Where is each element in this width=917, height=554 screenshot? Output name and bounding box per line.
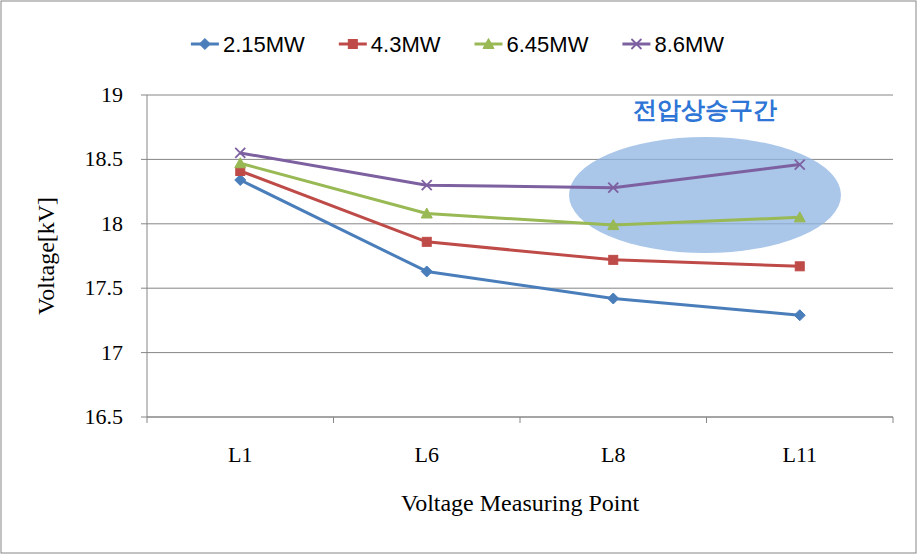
x-tick bbox=[706, 417, 707, 423]
highlight-ellipse bbox=[569, 137, 841, 253]
y-tick bbox=[141, 95, 147, 96]
series-marker bbox=[421, 208, 432, 218]
legend-item: 6.45MW bbox=[475, 32, 589, 57]
series-line bbox=[240, 180, 800, 315]
x-tick-label: L6 bbox=[415, 442, 439, 467]
x-tick-label: L11 bbox=[782, 442, 817, 467]
legend: 2.15MW 4.3MW 6.45MW 8.6MW bbox=[191, 32, 724, 57]
legend-item: 4.3MW bbox=[339, 32, 441, 57]
series-line bbox=[240, 153, 800, 188]
x-tick bbox=[893, 417, 894, 423]
legend-label: 4.3MW bbox=[371, 32, 441, 57]
y-tick-label: 18 bbox=[101, 211, 123, 236]
y-tick bbox=[141, 352, 147, 353]
grid-line bbox=[147, 288, 893, 289]
legend-label: 8.6MW bbox=[654, 32, 724, 57]
legend-marker bbox=[631, 39, 641, 49]
series-marker bbox=[422, 237, 431, 246]
series-marker bbox=[795, 262, 804, 271]
x-tick bbox=[333, 417, 334, 423]
legend-label: 2.15MW bbox=[223, 32, 305, 57]
series-marker bbox=[609, 255, 618, 264]
y-tick-label: 18.5 bbox=[85, 146, 124, 171]
series-marker bbox=[608, 220, 619, 230]
y-tick bbox=[141, 223, 147, 224]
y-tick-label: 17 bbox=[101, 340, 123, 365]
grid-line bbox=[147, 352, 893, 353]
legend-item: 8.6MW bbox=[622, 32, 724, 57]
y-tick bbox=[141, 288, 147, 289]
legend-marker bbox=[483, 39, 494, 49]
series-line bbox=[240, 163, 800, 225]
x-tick-label: L8 bbox=[601, 442, 625, 467]
series-marker bbox=[235, 158, 246, 168]
y-axis-title: Voltage[kV] bbox=[33, 197, 59, 315]
x-tick bbox=[520, 417, 521, 423]
chart: 16.5 17 17.5 18 18.5 19 L1 L6 L8 L11 Voltage Measu… bbox=[0, 0, 917, 554]
annotation: 전압상승구간 bbox=[633, 96, 777, 123]
chart-frame bbox=[1, 1, 916, 553]
series-marker bbox=[608, 183, 618, 193]
legend-label: 6.45MW bbox=[507, 32, 589, 57]
series-marker bbox=[422, 180, 432, 190]
series-marker bbox=[235, 175, 246, 186]
series-marker bbox=[795, 160, 805, 170]
y-tick bbox=[141, 417, 147, 418]
series-marker bbox=[235, 148, 245, 158]
legend-marker bbox=[199, 39, 210, 50]
x-tick bbox=[147, 417, 148, 423]
series-group bbox=[235, 148, 806, 321]
legend-item: 2.15MW bbox=[191, 32, 305, 57]
series-marker bbox=[421, 266, 432, 277]
series-marker bbox=[608, 293, 619, 304]
x-tick-label: L1 bbox=[228, 442, 252, 467]
y-tick bbox=[141, 159, 147, 160]
y-tick-label: 19 bbox=[101, 82, 123, 107]
series-marker bbox=[794, 310, 805, 321]
series-marker bbox=[794, 212, 805, 222]
y-axis bbox=[147, 95, 148, 417]
x-axis-title: Voltage Measuring Point bbox=[401, 490, 640, 516]
y-tick-label: 17.5 bbox=[85, 275, 124, 300]
legend-marker bbox=[348, 40, 357, 49]
grid-line bbox=[147, 95, 893, 96]
y-tick-label: 16.5 bbox=[85, 404, 124, 429]
